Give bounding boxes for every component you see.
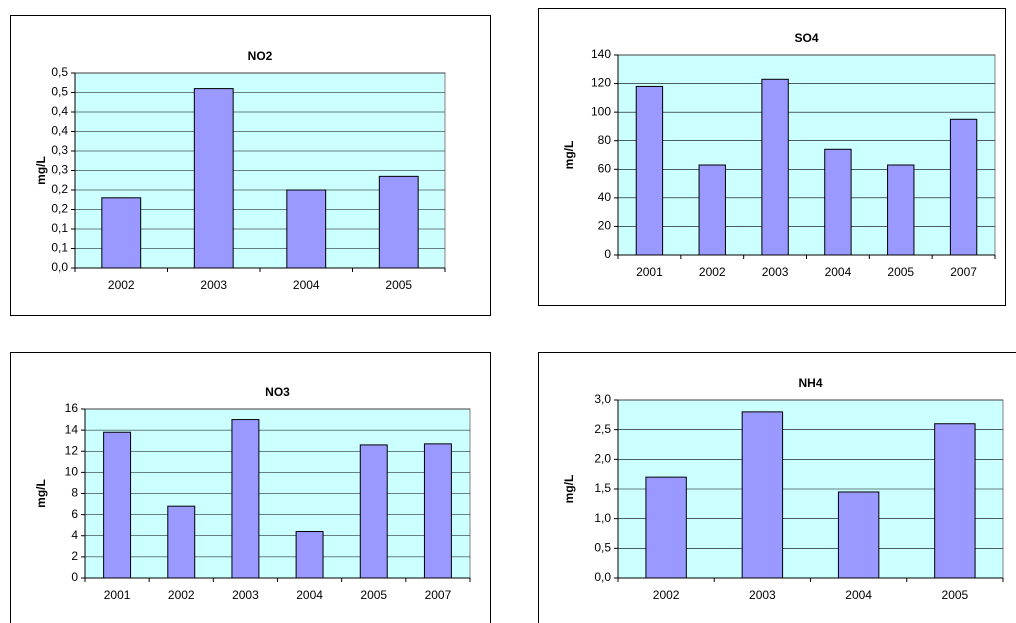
y-tick-label: 0,5 — [594, 541, 611, 555]
y-tick-label: 1,5 — [594, 481, 611, 495]
x-tick-label: 2002 — [108, 278, 135, 292]
chart: NO3 mg/L 0 2 4 6 8 10 12 14 16 2001 2002 2003 2004 2005… — [10, 352, 491, 623]
bar — [167, 505, 196, 579]
x-tick-label: 2001 — [636, 265, 663, 279]
y-tick-label: 40 — [598, 190, 612, 204]
y-tick-label: 2,0 — [594, 452, 611, 466]
bar — [101, 197, 142, 269]
y-tick-label: 3,0 — [594, 392, 611, 406]
x-tick-label: 2004 — [293, 278, 320, 292]
x-tick-label: 2005 — [887, 265, 914, 279]
y-tick-label: 0,3 — [51, 143, 68, 157]
y-tick-label: 4 — [71, 528, 78, 542]
x-tick-label: 2003 — [762, 265, 789, 279]
y-tick-label: 14 — [65, 422, 79, 436]
bar — [949, 118, 978, 256]
y-tick-label: 80 — [598, 133, 612, 147]
y-tick-label: 10 — [65, 465, 79, 479]
x-tick-label: 2005 — [360, 588, 387, 602]
y-tick-label: 16 — [65, 401, 79, 415]
bar — [824, 148, 852, 256]
bar — [645, 476, 687, 579]
bar — [741, 411, 784, 579]
chart-title: SO4 — [794, 31, 818, 45]
y-tick-label: 0 — [71, 570, 78, 584]
bar — [635, 85, 664, 256]
x-tick-label: 2003 — [232, 588, 259, 602]
x-tick-label: 2002 — [168, 588, 195, 602]
y-tick-label: 0,4 — [51, 124, 68, 138]
y-tick-label: 120 — [591, 76, 611, 90]
y-tick-label: 0,2 — [51, 202, 68, 216]
bar — [359, 444, 388, 579]
y-tick-label: 0,5 — [51, 85, 68, 99]
x-tick-label: 2007 — [425, 588, 452, 602]
bar — [231, 419, 260, 579]
plot-area — [617, 54, 996, 256]
chart: SO4 mg/L 0 20 40 60 80 100 120 140 2001 2002 2003 200… — [538, 8, 1006, 306]
y-tick-label: 0,0 — [594, 570, 611, 584]
x-tick-label: 2004 — [845, 588, 872, 602]
bar — [295, 531, 324, 579]
y-tick-label: 1,0 — [594, 511, 611, 525]
bar — [378, 175, 419, 269]
chart-title: NO3 — [265, 385, 290, 399]
y-tick-label: 0,3 — [51, 163, 68, 177]
x-tick-label: 2003 — [749, 588, 776, 602]
y-tick-label: 140 — [591, 47, 611, 61]
bar — [103, 431, 132, 579]
x-tick-label: 2005 — [385, 278, 412, 292]
bar — [423, 443, 452, 579]
x-tick-label: 2004 — [825, 265, 852, 279]
y-tick-label: 12 — [65, 443, 79, 457]
y-tick-label: 0,4 — [51, 104, 68, 118]
x-tick-label: 2001 — [104, 588, 131, 602]
bar — [761, 78, 789, 256]
y-tick-label: 0,1 — [51, 241, 68, 255]
x-tick-label: 2002 — [653, 588, 680, 602]
x-tick-label: 2003 — [200, 278, 227, 292]
bar — [887, 164, 915, 256]
x-tick-label: 2005 — [942, 588, 969, 602]
y-tick-label: 60 — [598, 161, 612, 175]
y-tick-label: 20 — [598, 219, 612, 233]
y-axis-label: mg/L — [34, 479, 48, 508]
x-tick-label: 2004 — [296, 588, 323, 602]
y-tick-label: 0 — [604, 247, 611, 261]
y-tick-label: 8 — [71, 486, 78, 500]
y-tick-label: 0,0 — [51, 260, 68, 274]
y-axis-label: mg/L — [34, 156, 48, 185]
y-tick-label: 6 — [71, 507, 78, 521]
y-tick-label: 0,5 — [51, 65, 68, 79]
y-tick-label: 0,1 — [51, 221, 68, 235]
chart-title: NO2 — [248, 49, 273, 63]
bar — [286, 189, 327, 269]
chart-title: NH4 — [798, 376, 822, 390]
chart: NO2 mg/L 0,0 0,1 0,1 0,2 0,2 0,3 0,3 0,4 0,4 0,5 0,5… — [10, 15, 491, 316]
bar — [698, 164, 726, 256]
bar — [934, 423, 976, 579]
y-axis-label: mg/L — [562, 475, 576, 504]
y-tick-label: 0,2 — [51, 182, 68, 196]
y-axis-label: mg/L — [562, 141, 576, 170]
y-tick-label: 100 — [591, 104, 611, 118]
y-tick-label: 2,5 — [594, 422, 611, 436]
y-tick-label: 2 — [71, 549, 78, 563]
x-tick-label: 2002 — [699, 265, 726, 279]
bar — [193, 88, 234, 269]
bar — [837, 491, 880, 579]
x-tick-label: 2007 — [950, 265, 977, 279]
chart: NH4 mg/L 0,0 0,5 1,0 1,5 2,0 2,5 3,0 2002 2003 2004… — [538, 352, 1016, 623]
